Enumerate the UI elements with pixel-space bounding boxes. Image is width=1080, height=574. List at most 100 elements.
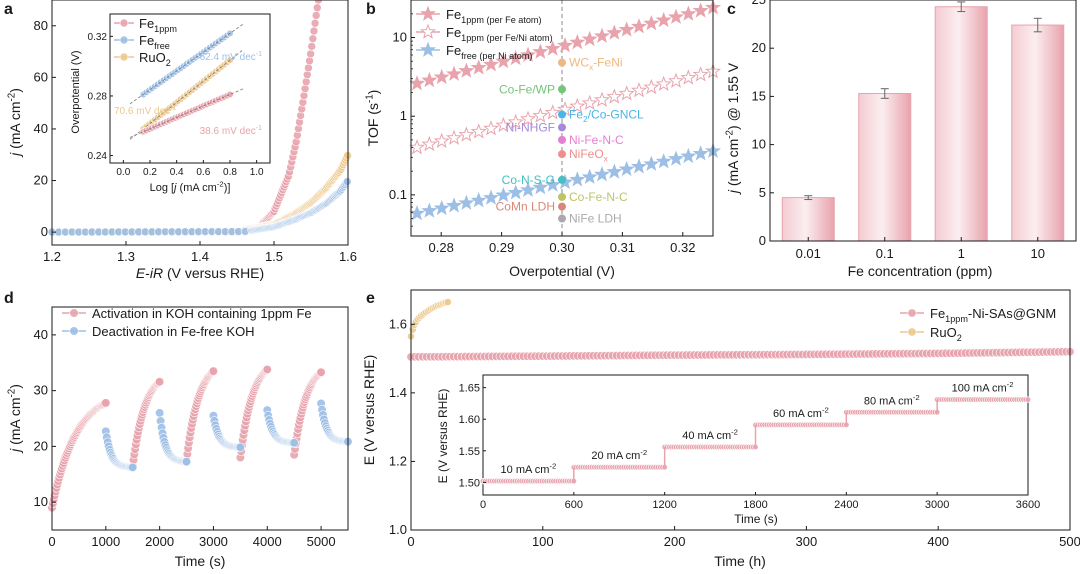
e-y-ticklabel-3: 1.6 xyxy=(389,316,407,331)
d-x-ticklabel-2: 2000 xyxy=(145,534,174,549)
b-legend-label-2: Fefree (per Ni atom) xyxy=(446,43,532,61)
panel-letter-c: c xyxy=(727,1,736,18)
b-x-ticklabel-1: 0.29 xyxy=(489,240,514,255)
a-inset-fit-RuO2 xyxy=(129,49,244,140)
a-y-ticklabel-0: 0 xyxy=(41,224,48,239)
a-point-Fefree-117 xyxy=(342,177,352,186)
a-legend-label-0: Fe1ppm xyxy=(139,16,177,34)
a-point-Fe1ppm-85 xyxy=(307,42,317,51)
e-x-ticklabel-4: 400 xyxy=(927,534,949,549)
d-deactivation-point-3-28 xyxy=(289,438,299,448)
a-y-ticklabel-3: 60 xyxy=(34,69,48,84)
e-point-RuO2-22 xyxy=(444,298,452,306)
d-deactivation-point-2-28 xyxy=(235,442,245,452)
b-star-per_ni-22 xyxy=(680,147,697,164)
b-star-per_feni-18 xyxy=(630,82,648,98)
b-x-ticklabel-0: 0.28 xyxy=(429,240,454,255)
e-inset-step-label-0: 10 mA cm-2 xyxy=(501,462,557,476)
e-inset-step-label-3: 60 mA cm-2 xyxy=(773,405,829,419)
a-point-Fe1ppm-78 xyxy=(299,91,309,100)
b-star-per_fe-13 xyxy=(569,34,586,50)
b-star-per_feni-1 xyxy=(421,135,438,152)
b-star-per_feni-17 xyxy=(618,85,635,101)
d-activation-point-1-34 xyxy=(155,377,165,387)
a-inset-xlabel: Log [j (mA cm-2)] xyxy=(150,180,231,194)
b-legend-label-0: Fe1ppm (per Fe atom) xyxy=(446,7,542,25)
b-ref-label-0: WCx-FeNi xyxy=(569,56,623,73)
d-deactivation-point-1-0 xyxy=(155,408,165,418)
b-ref-label-9: NiFe LDH xyxy=(569,212,622,226)
b-ref-point-1 xyxy=(558,85,566,94)
a-legend-label-2: RuO2 xyxy=(139,50,171,68)
c-plot-frame xyxy=(769,0,1077,242)
a-point-Fe1ppm-86 xyxy=(308,34,318,43)
b-star-per_fe-16 xyxy=(606,24,623,40)
b-ref-label-6: Co-N-S-G xyxy=(502,173,555,187)
a-y-ticklabel-4: 80 xyxy=(34,18,48,33)
c-y-ticklabel-5: 25 xyxy=(752,0,766,7)
b-star-per_fe-7 xyxy=(495,52,512,69)
b-star-per_ni-20 xyxy=(655,153,672,169)
a-x-ticklabel-2: 1.4 xyxy=(191,249,209,264)
a-inset-fit-Fefree xyxy=(129,23,244,105)
b-star-per_fe-10 xyxy=(532,43,549,59)
b-star-per_ni-11 xyxy=(544,176,561,192)
b-star-per_ni-2 xyxy=(433,199,450,216)
b-star-per_fe-8 xyxy=(507,49,524,66)
b-star-per_ni-21 xyxy=(667,150,685,166)
c-bar-2 xyxy=(934,6,988,242)
b-star-per_fe-22 xyxy=(680,5,697,21)
d-legend-label-0: Activation in KOH containing 1ppm Fe xyxy=(92,306,312,321)
c-y-ticklabel-2: 10 xyxy=(752,137,766,152)
b-legend-marker-1 xyxy=(419,23,437,39)
a-x-ticklabel-3: 1.5 xyxy=(265,249,283,264)
e-inset-step-label-1: 20 mA cm-2 xyxy=(591,448,647,462)
b-star-per_feni-8 xyxy=(507,113,524,129)
e-legend-marker-0 xyxy=(907,308,917,318)
e-inset-step-label-2: 40 mA cm-2 xyxy=(682,428,738,442)
a-xlabel: E-iR (V versus RHE) xyxy=(136,265,264,281)
b-ref-label-7: Co-Fe-N-C xyxy=(569,190,628,204)
d-ylabel: j (mA cm-2) xyxy=(6,384,23,454)
b-star-per_fe-11 xyxy=(544,40,561,56)
b-star-per_ni-18 xyxy=(630,158,648,174)
e-inset-y-ticklabel-2: 1.60 xyxy=(459,414,480,426)
panel-letter-d: d xyxy=(4,290,14,307)
b-ref-label-8: CoMn LDH xyxy=(496,200,555,214)
a-inset-fit-Fe1ppm xyxy=(129,88,244,138)
a-x-ticklabel-1: 1.3 xyxy=(117,249,135,264)
a-ylabel: j (mA cm-2) xyxy=(6,88,23,158)
b-star-per_fe-4 xyxy=(458,62,475,78)
a-inset-x-ticklabel-2: 0.4 xyxy=(170,167,184,178)
b-star-per_feni-0 xyxy=(409,139,426,155)
b-star-per_ni-15 xyxy=(594,166,611,182)
b-star-per_ni-1 xyxy=(421,202,438,218)
e-ylabel: E (V versus RHE) xyxy=(361,355,377,465)
b-star-per_feni-14 xyxy=(581,94,598,110)
b-star-per_fe-23 xyxy=(692,2,709,18)
d-legend-marker-1 xyxy=(69,326,79,336)
marks-layer xyxy=(47,0,1077,531)
e-inset-y-ticklabel-3: 1.65 xyxy=(459,383,480,395)
e-x-ticklabel-2: 200 xyxy=(664,534,686,549)
b-y-ticklabel-1: 1 xyxy=(400,108,407,123)
a-legend-marker-0 xyxy=(119,18,129,28)
b-ref-point-8 xyxy=(558,202,566,211)
b-star-per_fe-12 xyxy=(557,37,574,53)
panel-letter-a: a xyxy=(4,1,13,18)
c-y-ticklabel-4: 20 xyxy=(752,40,766,55)
d-y-ticklabel-2: 30 xyxy=(34,383,48,398)
a-inset-slope-1: 70.6 mV dec-1 xyxy=(114,105,176,117)
b-legend-label-1: Fe1ppm (per Fe/Ni atom) xyxy=(446,25,553,43)
e-inset-x-ticklabel-4: 2400 xyxy=(834,499,858,511)
b-star-per_ni-14 xyxy=(581,168,598,184)
d-deactivation-point-0-28 xyxy=(128,462,138,472)
a-point-Fe1ppm-89 xyxy=(311,11,321,20)
b-star-per_ni-9 xyxy=(520,181,537,197)
b-star-per_ni-10 xyxy=(532,179,549,195)
e-inset-x-ticklabel-3: 1800 xyxy=(743,499,767,511)
e-y-ticklabel-0: 1.0 xyxy=(389,522,407,537)
b-star-per_feni-6 xyxy=(483,120,500,136)
d-activation-point-0-60 xyxy=(101,398,111,408)
a-point-Fe1ppm-80 xyxy=(301,77,311,87)
